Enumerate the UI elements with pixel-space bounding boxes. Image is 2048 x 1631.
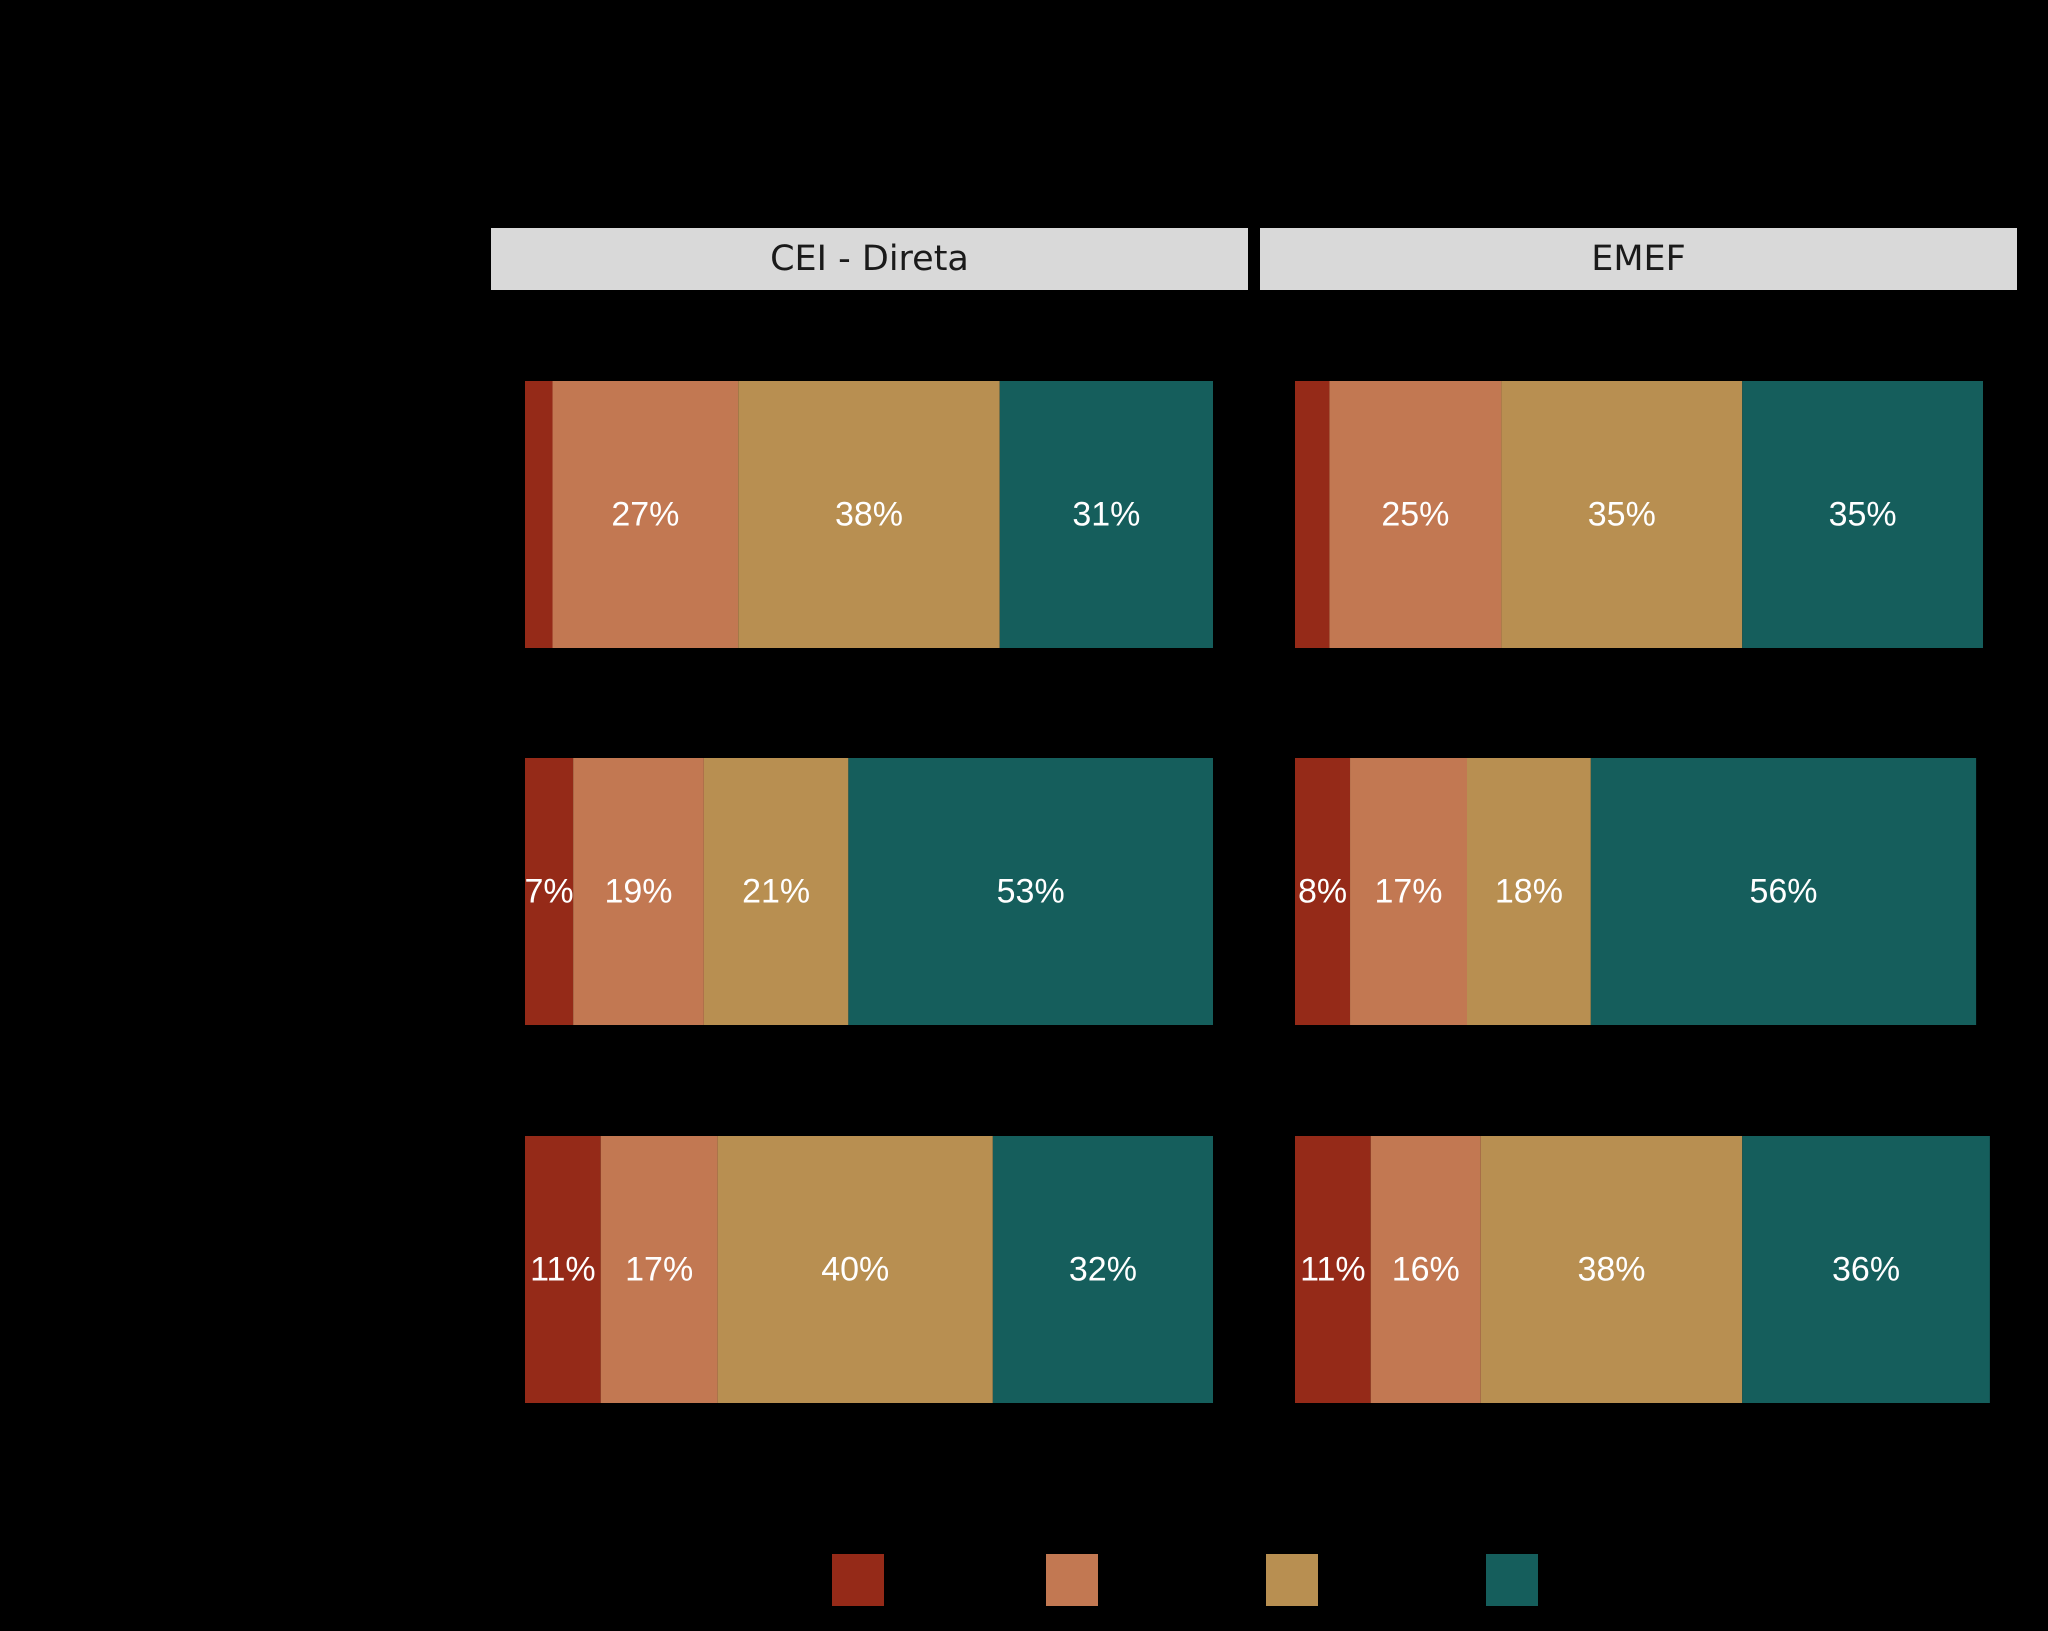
legend-key-0 — [832, 1554, 884, 1606]
bar-segment-f1-r2-s0 — [1295, 1136, 1371, 1403]
bar-segment-f1-r2-s1 — [1370, 1136, 1481, 1403]
data-label-f1-r1-s2: 18% — [1495, 873, 1563, 911]
bar-segment-f1-r2-s3 — [1742, 1136, 1990, 1403]
data-label-f1-r1-s0: 8% — [1298, 873, 1347, 911]
data-label-f0-r2-s1: 17% — [625, 1251, 693, 1289]
data-label-f0-r2-s2: 40% — [821, 1251, 889, 1289]
data-label-f0-r0-s1: 27% — [611, 496, 679, 534]
data-label-f0-r2-s0: 11% — [530, 1251, 596, 1289]
bar-segment-f0-r0-s3 — [999, 381, 1213, 648]
facet-emef: EMEF — [1260, 228, 2017, 290]
bar-segment-f1-r0-s2 — [1501, 381, 1743, 648]
data-label-f0-r2-s3: 32% — [1069, 1251, 1137, 1289]
facet-title-emef: EMEF — [1591, 239, 1686, 279]
bar-segment-f0-r1-s2 — [703, 758, 849, 1025]
legend-key-1 — [1046, 1554, 1098, 1606]
bar-segment-f1-r1-s2 — [1467, 758, 1591, 1025]
bar-segment-f1-r1-s3 — [1590, 758, 1977, 1025]
legend-key-3 — [1486, 1554, 1538, 1606]
data-label-f0-r1-s2: 21% — [742, 873, 810, 911]
data-label-f1-r2-s2: 38% — [1577, 1251, 1645, 1289]
data-label-f0-r1-s1: 19% — [604, 873, 672, 911]
facet-strip-cei-direta — [491, 228, 1248, 290]
bars-layer: 27% 38% 31% 7% 19% 21% 53% 11% 17% 40% 32% 25% 35% 35… — [525, 381, 1990, 1403]
bar-segment-f1-r0-s1 — [1329, 381, 1502, 648]
data-label-f1-r0-s2: 35% — [1588, 496, 1656, 534]
bar-segment-f1-r0-s0 — [1295, 381, 1330, 648]
data-label-f0-r1-s0: 7% — [525, 873, 574, 911]
bar-segment-f1-r1-s0 — [1295, 758, 1351, 1025]
legend-key-2 — [1266, 1554, 1318, 1606]
data-label-f1-r2-s0: 11% — [1300, 1251, 1366, 1289]
bar-segment-f1-r1-s1 — [1350, 758, 1467, 1025]
bar-segment-f0-r0-s2 — [738, 381, 1000, 648]
bar-segment-f0-r2-s1 — [600, 1136, 718, 1403]
data-label-f1-r2-s3: 36% — [1832, 1251, 1900, 1289]
data-label-f1-r1-s3: 56% — [1749, 873, 1817, 911]
bar-segment-f0-r0-s1 — [552, 381, 739, 648]
bar-segment-f0-r1-s3 — [848, 758, 1213, 1025]
bar-segment-f0-r0-s0 — [525, 381, 553, 648]
data-label-f1-r1-s1: 17% — [1374, 873, 1442, 911]
facet-title-cei-direta: CEI - Direta — [770, 239, 969, 279]
facet-cei-direta: CEI - Direta — [491, 228, 1248, 290]
bar-segment-f1-r0-s3 — [1742, 381, 1983, 648]
data-label-f1-r0-s3: 35% — [1829, 496, 1897, 534]
data-label-f0-r1-s3: 53% — [997, 873, 1065, 911]
bar-segment-f0-r2-s3 — [992, 1136, 1213, 1403]
data-label-f1-r2-s1: 16% — [1392, 1251, 1460, 1289]
data-label-f0-r0-s3: 31% — [1072, 496, 1140, 534]
legend — [832, 1554, 1538, 1606]
facet-strip-emef — [1260, 228, 2017, 290]
bar-segment-f0-r2-s2 — [717, 1136, 993, 1403]
bar-segment-f1-r2-s2 — [1480, 1136, 1743, 1403]
bar-segment-f0-r1-s0 — [525, 758, 574, 1025]
bar-segment-f0-r1-s1 — [573, 758, 704, 1025]
bar-segment-f0-r2-s0 — [525, 1136, 601, 1403]
data-label-f0-r0-s2: 38% — [835, 496, 903, 534]
data-label-f1-r0-s1: 25% — [1381, 496, 1449, 534]
